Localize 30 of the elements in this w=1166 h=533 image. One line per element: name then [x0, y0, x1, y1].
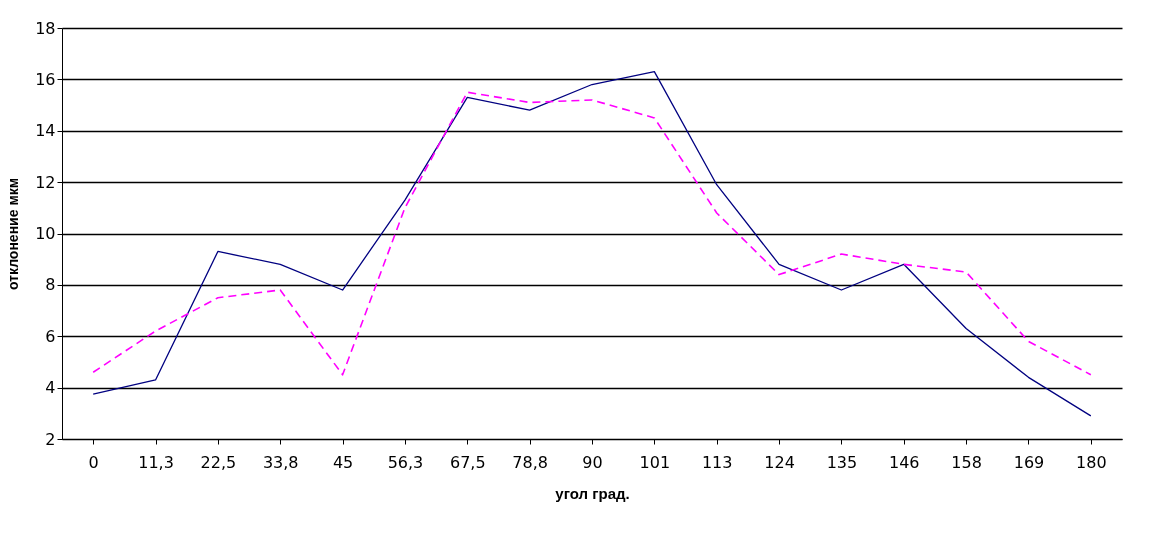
x-tick-label: 180 — [1076, 452, 1107, 472]
x-tick-label: 135 — [826, 452, 858, 472]
line-series — [92, 71, 1092, 417]
y-tick-label: 14 — [35, 121, 56, 141]
y-tick-label: 8 — [45, 275, 56, 295]
x-tick-label: 113 — [701, 452, 733, 472]
x-tick-label: 11,3 — [138, 452, 174, 472]
x-tick-label: 22,5 — [200, 452, 237, 472]
x-tick-label: 124 — [764, 452, 795, 472]
x-tick-label: 101 — [639, 452, 671, 472]
x-axis-title: угол град. — [555, 484, 630, 502]
y-tick-label: 2 — [45, 429, 56, 449]
x-tick-label: 56,3 — [387, 452, 424, 472]
y-tick-label: 16 — [35, 69, 56, 89]
x-tick-label: 169 — [1013, 452, 1045, 472]
x-tick-label: 158 — [951, 452, 982, 472]
x-tick-label: 33,8 — [262, 452, 299, 472]
y-tick-label: 10 — [35, 224, 56, 243]
x-tick-label: 45 — [332, 452, 354, 472]
x-tick-label: 146 — [888, 452, 920, 472]
line-series — [92, 91, 1092, 376]
y-tick-label: 4 — [45, 378, 56, 398]
y-tick-label: 12 — [35, 172, 56, 192]
y-tick-label: 18 — [35, 18, 56, 38]
x-tick-label: 90 — [582, 452, 603, 472]
x-tick-label: 67,5 — [449, 452, 486, 472]
y-axis-title: отклонение мкм — [5, 177, 22, 291]
x-tick-label: 0 — [88, 452, 99, 472]
x-tick-label: 78,8 — [512, 452, 548, 472]
y-tick-label: 6 — [45, 326, 56, 346]
